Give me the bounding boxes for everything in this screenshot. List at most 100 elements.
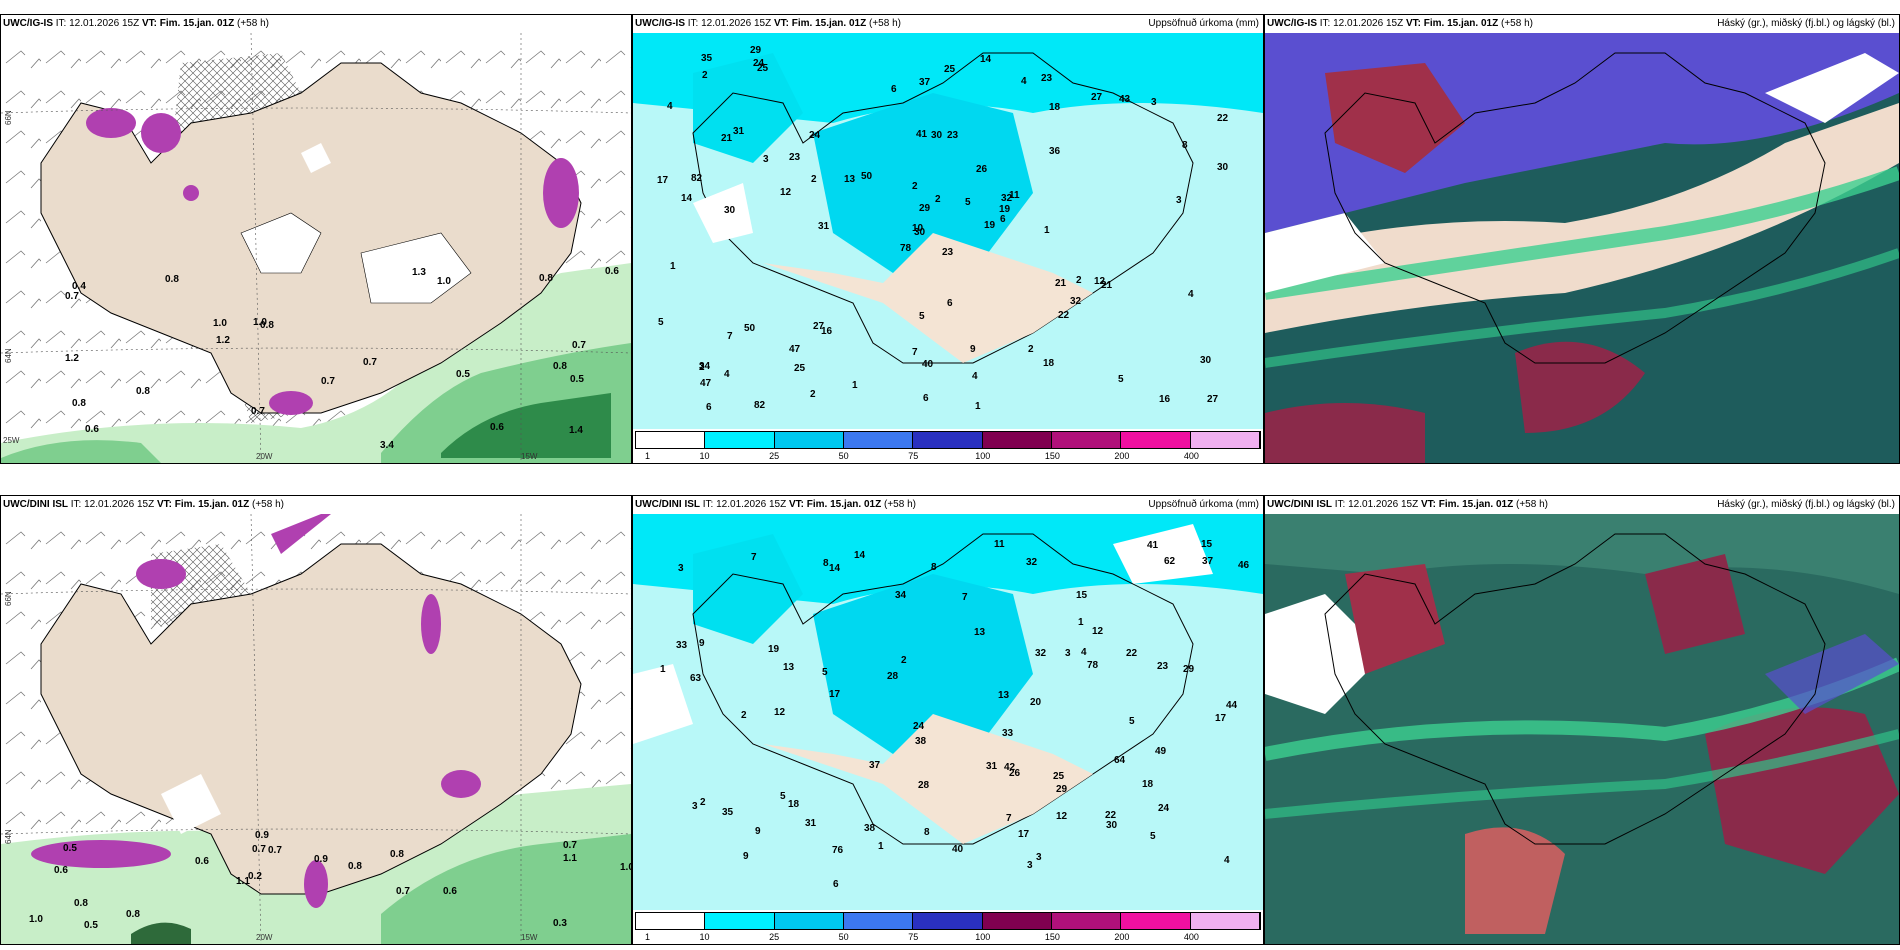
value-label: 27 <box>1207 394 1219 405</box>
value-label: 32 <box>1070 296 1082 307</box>
colorbar-tick-label: 400 <box>1183 451 1199 461</box>
value-label: 33 <box>676 640 688 651</box>
value-label: 6 <box>833 879 839 890</box>
colorbar-tick-label: 75 <box>908 451 919 461</box>
value-label: 32 <box>1035 648 1047 659</box>
value-label: 35 <box>722 807 734 818</box>
colorbar-cell <box>774 913 844 929</box>
value-label: 5 <box>1150 831 1156 842</box>
colorbar-tick-label: 150 <box>1044 932 1060 942</box>
value-label: 5 <box>780 791 786 802</box>
value-label: 13 <box>783 662 795 673</box>
value-label: 8 <box>931 562 937 573</box>
value-label: 5 <box>658 317 664 328</box>
value-label: 23 <box>947 130 959 141</box>
colorbar-tick-label: 75 <box>908 932 919 942</box>
value-label: 10 <box>912 223 924 234</box>
value-label: 26 <box>1009 768 1021 779</box>
value-label: 12 <box>774 707 786 718</box>
colorbar-cell <box>1190 432 1260 448</box>
value-label: 0.8 <box>136 386 150 397</box>
value-label: 2 <box>1028 344 1034 355</box>
value-label: 37 <box>869 760 881 771</box>
value-label: 19 <box>999 204 1011 215</box>
lon-label: 20W <box>256 933 273 942</box>
map-panel-bottom-left: UWC/DINI ISL IT: 12.01.2026 15Z VT: Fim.… <box>0 495 632 945</box>
colorbar-cell <box>636 432 706 448</box>
value-label: 24 <box>1158 803 1170 814</box>
value-label: 2 <box>1076 275 1082 286</box>
value-label: 28 <box>918 780 930 791</box>
value-label: 0.8 <box>74 898 88 909</box>
colorbar-cell <box>913 432 983 448</box>
colorbar-tick-label: 400 <box>1183 932 1199 942</box>
value-label: 0.7 <box>396 886 410 897</box>
value-label: 37 <box>919 77 931 88</box>
value-label: 0.7 <box>65 291 79 302</box>
wind-precip-map: 66N 64N 20W 15W 25W 0.5 0.8 0.6 0.8 0.8 0.6 0.… <box>1 33 631 463</box>
colorbar-tick-label: 200 <box>1114 451 1130 461</box>
cloud-cover-map <box>1265 33 1899 463</box>
value-label: 19 <box>768 644 780 655</box>
value-label: 31 <box>733 126 745 137</box>
value-label: 38 <box>915 736 927 747</box>
value-label: 17 <box>657 175 669 186</box>
value-label: 5 <box>822 667 828 678</box>
value-label: 50 <box>744 323 756 334</box>
value-label: 47 <box>789 344 801 355</box>
value-label: 1.0 <box>620 862 631 873</box>
value-label: 15 <box>1076 590 1088 601</box>
value-label: 8 <box>924 827 930 838</box>
colorbar-tick-label: 150 <box>1044 451 1060 461</box>
colorbar-cell <box>982 432 1052 448</box>
value-label: 0.7 <box>563 840 577 851</box>
value-label: 36 <box>1049 146 1061 157</box>
value-label: 63 <box>690 673 702 684</box>
panel-title: Uppsöfnuð úrkoma (mm) <box>1148 18 1259 29</box>
value-label: 25 <box>1053 771 1065 782</box>
value-label: 0.8 <box>553 361 567 372</box>
lon-label: 25W <box>3 436 20 445</box>
colorbar-cell <box>774 432 844 448</box>
value-label: 41 <box>1147 540 1159 551</box>
value-label: 5 <box>1129 716 1135 727</box>
value-label: 32 <box>1026 557 1038 568</box>
value-label: 0.6 <box>85 424 99 435</box>
value-label: 2 <box>935 194 941 205</box>
map-panel-top-mid: UWC/IG-IS IT: 12.01.2026 15Z VT: Fim. 15… <box>632 14 1264 464</box>
value-label: 0.8 <box>165 274 179 285</box>
iceland-landmass <box>692 52 1194 364</box>
value-label: 1 <box>975 401 981 412</box>
value-label: 8 <box>1182 140 1188 151</box>
value-label: 32 <box>1001 193 1013 204</box>
value-label: 22 <box>1217 113 1229 124</box>
value-label: 1.1 <box>563 853 577 864</box>
colorbar-cell <box>843 432 914 448</box>
value-label: 0.8 <box>72 398 86 409</box>
value-label: 2 <box>702 70 708 81</box>
value-label: 47 <box>700 378 712 389</box>
value-label: 5 <box>919 311 925 322</box>
value-label: 29 <box>919 203 931 214</box>
value-label: 13 <box>998 690 1010 701</box>
value-label: 23 <box>1041 73 1053 84</box>
value-label: 25 <box>757 63 769 74</box>
value-label: 0.5 <box>456 369 470 380</box>
value-label: 23 <box>1157 661 1169 672</box>
value-label: 1 <box>1044 225 1050 236</box>
panel-header: UWC/DINI ISL IT: 12.01.2026 15Z VT: Fim.… <box>1265 496 1899 514</box>
value-label: 30 <box>914 227 926 238</box>
map-panel-bottom-right: UWC/DINI ISL IT: 12.01.2026 15Z VT: Fim.… <box>1264 495 1900 945</box>
value-label: 3 <box>1027 860 1033 871</box>
colorbar-cell <box>1121 913 1191 929</box>
value-label: 14 <box>829 563 841 574</box>
precipitation-map: 23 21 30 34 32 16 23 23 18 19 25 27 30 22 78 36 82 41 26 50… <box>633 33 1263 429</box>
colorbar-cells <box>635 431 1261 449</box>
value-label: 18 <box>1142 779 1154 790</box>
lat-label: 64N <box>4 829 13 844</box>
value-label: 2 <box>811 174 817 185</box>
value-label: 17 <box>1215 713 1227 724</box>
value-label: 3 <box>763 154 769 165</box>
value-label: 1.4 <box>569 425 583 436</box>
model-name: UWC/IG-IS <box>3 18 53 29</box>
